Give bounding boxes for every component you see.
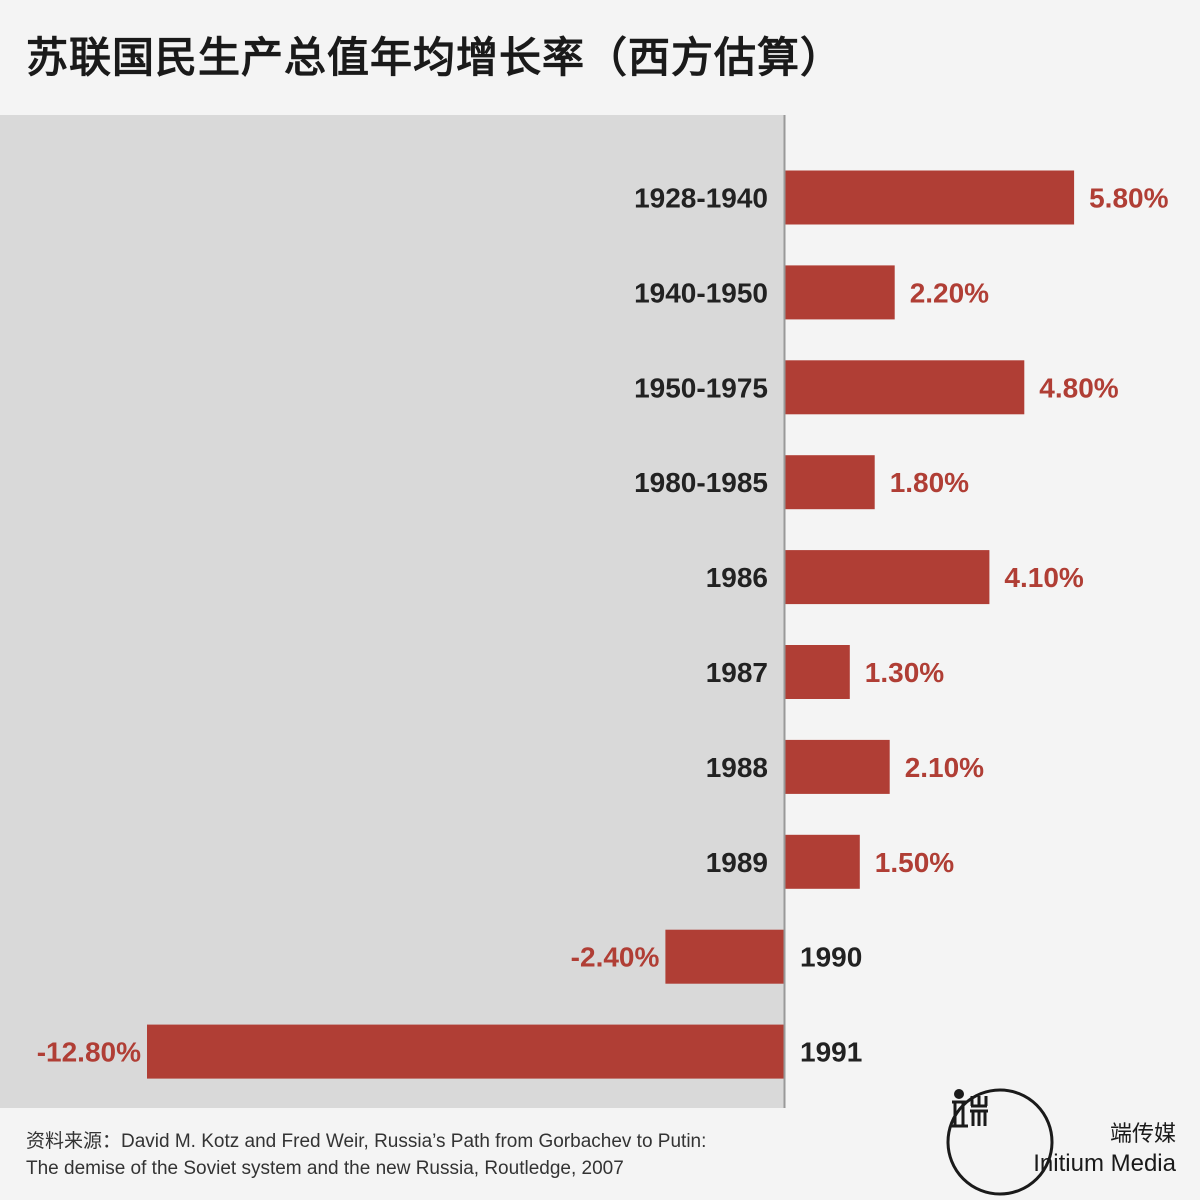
source-line-1: 资料来源：David M. Kotz and Fred Weir, Russia… [26, 1131, 707, 1152]
bar-1940-1950 [785, 265, 895, 320]
value-label: -2.40% [571, 942, 660, 973]
bar-1991 [147, 1024, 785, 1079]
category-label: 1940-1950 [634, 277, 768, 308]
bar-1990 [665, 929, 785, 984]
value-label: 4.80% [1039, 372, 1118, 403]
bar-1989 [785, 834, 860, 889]
value-label: 1.30% [865, 657, 944, 688]
category-label: 1988 [706, 752, 768, 783]
bar-1980-1985 [785, 455, 875, 510]
value-label: 4.10% [1004, 562, 1083, 593]
chart-title: 苏联国民生产总值年均增长率（西方估算） [26, 33, 844, 82]
category-label: 1991 [800, 1037, 862, 1068]
value-label: 1.80% [890, 467, 969, 498]
value-label: 2.10% [905, 752, 984, 783]
brand-chinese: 端传媒 [1109, 1122, 1176, 1147]
brand-english: Initium Media [1033, 1150, 1176, 1177]
bar-1986 [785, 550, 990, 605]
value-label: 2.20% [910, 277, 989, 308]
bar-1987 [785, 645, 850, 699]
bar-1988 [785, 739, 890, 794]
category-label: 1980-1985 [634, 467, 768, 498]
category-label: 1989 [706, 847, 768, 878]
category-label: 1928-1940 [634, 183, 768, 214]
category-label: 1950-1975 [634, 372, 768, 403]
value-label: 1.50% [875, 847, 954, 878]
labels-group: 1928-1940 5.80% 1940-1950 2.20% 1950-1975 4.8… [37, 183, 1169, 1068]
category-label: 1986 [706, 562, 768, 593]
bar-1928-1940 [785, 170, 1075, 225]
source-line-2: The demise of the Soviet system and the … [26, 1158, 624, 1179]
category-label: 1990 [800, 942, 862, 973]
value-label: 5.80% [1089, 183, 1168, 214]
bar-1950-1975 [785, 360, 1025, 415]
category-label: 1987 [706, 657, 768, 688]
initium-logo-icon [946, 1088, 1054, 1196]
value-label: -12.80% [37, 1037, 141, 1068]
source-note: 资料来源：David M. Kotz and Fred Weir, Russia… [26, 1128, 906, 1182]
negative-region-panel [0, 115, 785, 1108]
bars-group [147, 170, 1075, 1079]
